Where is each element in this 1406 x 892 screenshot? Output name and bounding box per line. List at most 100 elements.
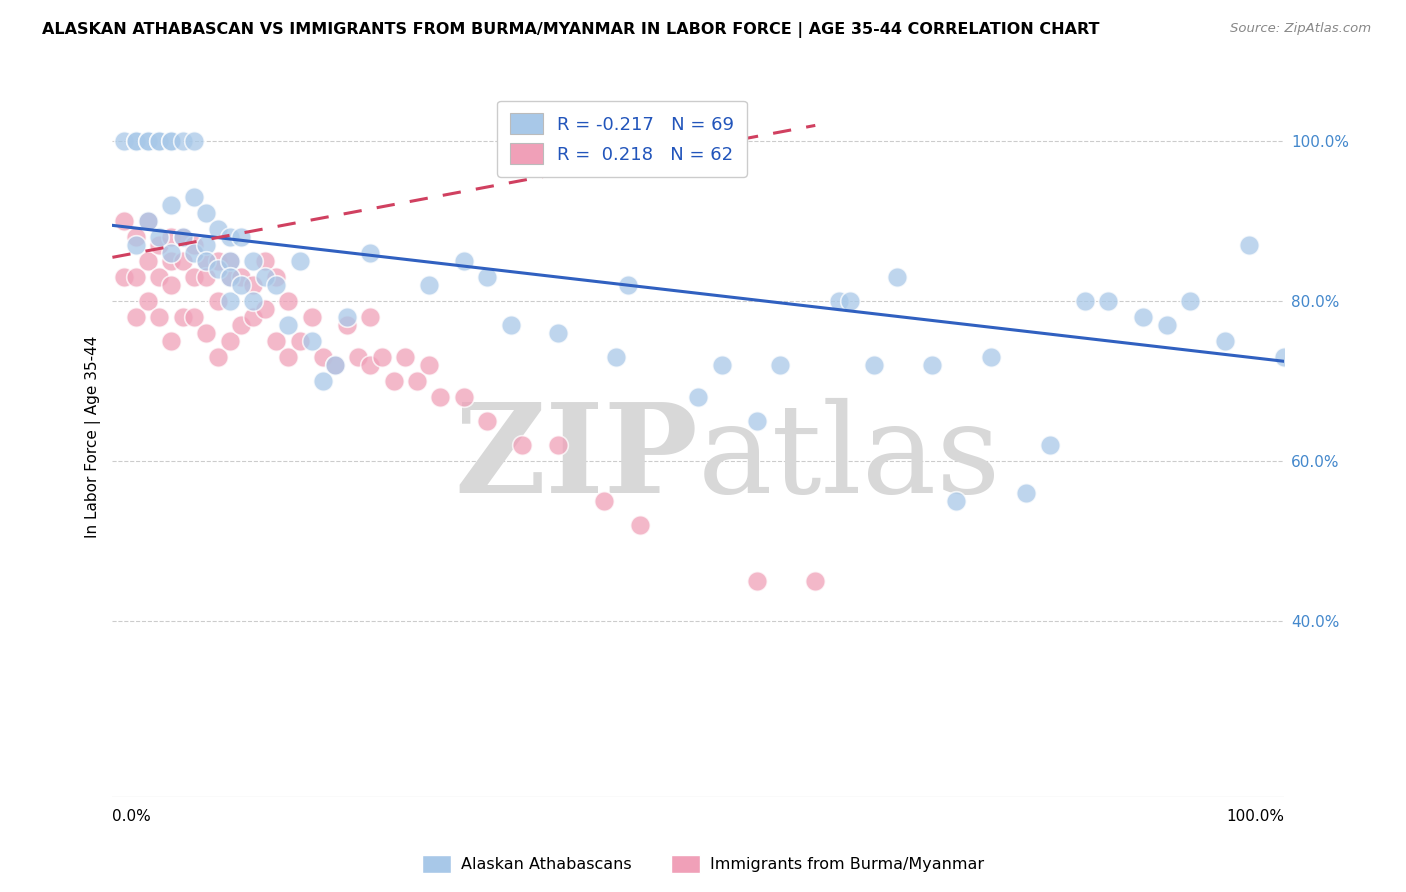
Point [172, 230, 194, 244]
Point [477, 414, 499, 428]
Point [183, 190, 205, 204]
Point [160, 246, 183, 260]
Point [242, 254, 264, 268]
Point [323, 359, 346, 373]
Point [336, 318, 359, 333]
Point [231, 318, 253, 333]
Point [359, 310, 381, 325]
Point [218, 254, 240, 268]
Point [195, 206, 218, 220]
Point [839, 294, 862, 309]
Point [148, 270, 170, 285]
Point [183, 270, 205, 285]
Point [231, 270, 253, 285]
Point [148, 310, 170, 325]
Point [1272, 351, 1295, 365]
Point [125, 310, 148, 325]
Point [477, 270, 499, 285]
Point [359, 359, 381, 373]
Point [312, 351, 335, 365]
Point [136, 214, 159, 228]
Point [921, 359, 943, 373]
Point [125, 135, 148, 149]
Point [148, 238, 170, 252]
Point [231, 230, 253, 244]
Text: Source: ZipAtlas.com: Source: ZipAtlas.com [1230, 22, 1371, 36]
Point [828, 294, 851, 309]
Point [336, 310, 359, 325]
Point [547, 326, 569, 341]
Point [136, 135, 159, 149]
Point [1132, 310, 1154, 325]
Point [218, 270, 240, 285]
Point [371, 351, 394, 365]
Point [347, 351, 370, 365]
Point [125, 230, 148, 244]
Point [218, 254, 240, 268]
Point [207, 222, 229, 236]
Point [301, 334, 323, 349]
Point [160, 230, 183, 244]
Point [253, 254, 276, 268]
Point [195, 254, 218, 268]
Point [183, 135, 205, 149]
Point [886, 270, 908, 285]
Point [769, 359, 792, 373]
Point [382, 374, 405, 388]
Point [195, 238, 218, 252]
Point [593, 494, 616, 508]
Legend: R = -0.217   N = 69, R =  0.218   N = 62: R = -0.217 N = 69, R = 0.218 N = 62 [498, 101, 747, 177]
Point [195, 270, 218, 285]
Point [136, 254, 159, 268]
Text: 0.0%: 0.0% [112, 809, 152, 824]
Point [231, 278, 253, 293]
Point [218, 294, 240, 309]
Point [218, 270, 240, 285]
Point [863, 359, 886, 373]
Point [160, 278, 183, 293]
Point [207, 351, 229, 365]
Point [183, 246, 205, 260]
Point [605, 351, 627, 365]
Point [1097, 294, 1119, 309]
Point [359, 246, 381, 260]
Point [136, 294, 159, 309]
Point [288, 334, 311, 349]
Point [301, 310, 323, 325]
Y-axis label: In Labor Force | Age 35-44: In Labor Force | Age 35-44 [86, 336, 101, 539]
Point [277, 318, 299, 333]
Point [453, 254, 475, 268]
Point [160, 135, 183, 149]
Point [242, 294, 264, 309]
Text: 100.0%: 100.0% [1226, 809, 1284, 824]
Point [1039, 438, 1062, 452]
Point [266, 270, 288, 285]
Point [112, 214, 135, 228]
Point [804, 574, 827, 589]
Point [207, 294, 229, 309]
Point [980, 351, 1002, 365]
Point [125, 238, 148, 252]
Point [617, 278, 640, 293]
Point [394, 351, 416, 365]
Point [418, 359, 440, 373]
Point [1178, 294, 1201, 309]
Point [253, 270, 276, 285]
Point [512, 438, 534, 452]
Point [1156, 318, 1178, 333]
Point [1073, 294, 1095, 309]
Point [429, 390, 451, 404]
Point [172, 310, 194, 325]
Point [218, 230, 240, 244]
Point [112, 135, 135, 149]
Point [160, 135, 183, 149]
Point [207, 262, 229, 277]
Point [547, 438, 569, 452]
Point [688, 390, 710, 404]
Point [253, 302, 276, 317]
Point [745, 574, 768, 589]
Point [266, 278, 288, 293]
Point [1237, 238, 1260, 252]
Text: ALASKAN ATHABASCAN VS IMMIGRANTS FROM BURMA/MYANMAR IN LABOR FORCE | AGE 35-44 C: ALASKAN ATHABASCAN VS IMMIGRANTS FROM BU… [42, 22, 1099, 38]
Point [945, 494, 967, 508]
